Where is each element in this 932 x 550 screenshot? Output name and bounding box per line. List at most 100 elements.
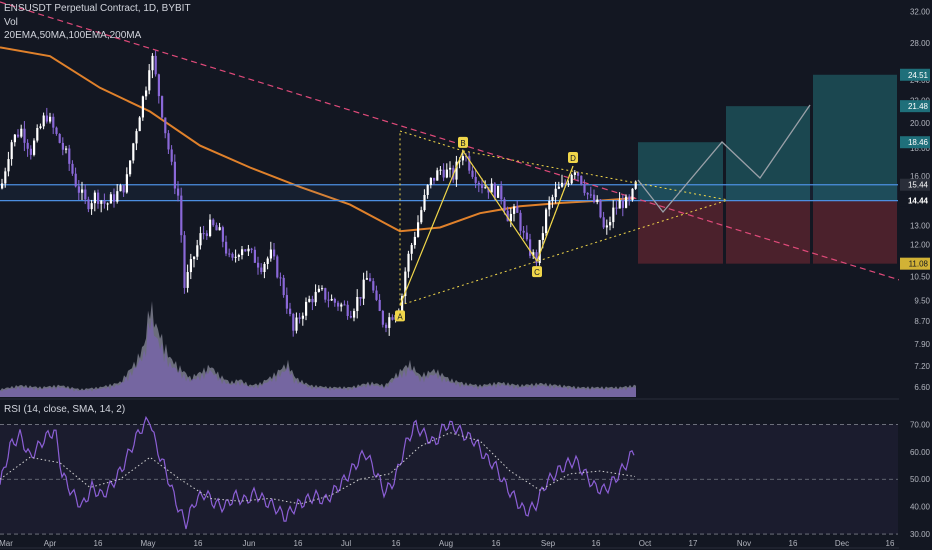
candle-body [289, 308, 292, 314]
pattern-label: A [397, 312, 403, 321]
candle-body [221, 227, 224, 242]
candle-body [167, 133, 170, 150]
candle-body [327, 299, 330, 301]
price-tick-label: 10.50 [910, 272, 931, 281]
rsi-legend[interactable]: RSI (14, close, SMA, 14, 2) [4, 404, 126, 415]
candle-body [77, 186, 80, 193]
candle-body [154, 55, 157, 75]
candle-body [282, 277, 285, 296]
candle-body [625, 196, 628, 208]
x-tick-label: 16 [94, 539, 103, 548]
candle-body [311, 298, 314, 303]
candle-body [71, 163, 74, 174]
candle-body [612, 207, 615, 223]
harmonic-pattern[interactable]: A B C D [395, 104, 811, 322]
candle-body [615, 207, 618, 209]
candle-body [97, 192, 100, 204]
x-tick-label: 16 [194, 539, 203, 548]
price-tick-label: 7.90 [914, 340, 930, 349]
candle-body [1, 183, 4, 189]
candle-body [257, 262, 260, 268]
candle-body [273, 249, 276, 257]
x-tick-label: 16 [392, 539, 401, 548]
stop-zone [638, 200, 723, 264]
candle-body [557, 186, 560, 189]
candle-body [333, 298, 336, 303]
candle-body [295, 317, 298, 331]
x-tick-label: 16 [592, 539, 601, 548]
candle-body [599, 199, 602, 218]
candle-body [189, 259, 192, 273]
candle-body [87, 199, 90, 210]
candle-body [241, 249, 244, 256]
x-tick-label: Dec [835, 539, 849, 548]
price-label-text: 18.46 [908, 138, 929, 147]
candle-body [132, 143, 135, 161]
candle-body [116, 191, 119, 202]
candle-body [52, 116, 55, 128]
resistance-trendline [0, 1, 932, 291]
pattern-label-box [568, 152, 578, 164]
candle-body [250, 248, 253, 250]
candle-body [474, 176, 477, 183]
rsi-tick-label: 60.00 [910, 448, 931, 457]
price-tick-label: 8.70 [914, 317, 930, 326]
candle-body [401, 296, 404, 312]
candle-body [410, 245, 413, 254]
projection-path [637, 104, 811, 214]
candle-body [292, 313, 295, 331]
pattern-label: D [570, 154, 576, 163]
candle-body [276, 256, 279, 278]
candle-body [55, 127, 58, 134]
trendlines[interactable] [0, 1, 932, 291]
candle-body [36, 128, 39, 141]
volume-legend[interactable]: Vol [4, 17, 18, 28]
horizontal-levels[interactable] [0, 184, 898, 202]
rsi-panel [0, 415, 898, 535]
candle-body [423, 194, 426, 211]
candle-body [324, 288, 327, 300]
candle-body [602, 217, 605, 228]
x-tick-label: 16 [886, 539, 895, 548]
candle-body [161, 96, 164, 118]
candle-body [164, 117, 167, 134]
candle-body [29, 148, 32, 155]
candle-body [567, 183, 570, 185]
candle-body [586, 192, 589, 195]
candle-body [321, 288, 324, 290]
candle-body [330, 298, 333, 301]
symbol-legend[interactable]: ENSUSDT Perpetual Contract, 1D, BYBIT [4, 3, 191, 14]
candle-body [455, 161, 458, 180]
price-tick-label: 16.00 [910, 172, 931, 181]
candle-body [49, 116, 52, 122]
candle-body [618, 200, 621, 209]
candle-body [10, 142, 13, 160]
pattern-label-box [532, 266, 542, 278]
candle-body [113, 194, 116, 202]
candle-body [532, 252, 535, 256]
volume-fill-alt [0, 317, 636, 397]
candle-body [442, 169, 445, 178]
candle-body [317, 288, 320, 292]
candle-body [68, 148, 71, 164]
price-label-box [900, 194, 930, 207]
price-tick-label: 12.00 [910, 241, 931, 250]
pattern-label: B [460, 139, 465, 148]
ma-legend[interactable]: 20EMA,50MA,100EMA,200MA [4, 30, 142, 41]
candle-body [381, 310, 384, 325]
candle-body [356, 297, 359, 312]
candle-body [177, 188, 180, 196]
candle-body [199, 233, 202, 246]
candle-body [205, 233, 208, 237]
price-label-box [900, 136, 930, 149]
price-label-text: 21.48 [908, 102, 929, 111]
x-tick-label: 16 [789, 539, 798, 548]
candle-body [186, 272, 189, 288]
candle-body [39, 126, 42, 129]
candle-body [468, 156, 471, 171]
candle-body [193, 256, 196, 260]
price-axis-bg [899, 0, 932, 550]
candle-body [106, 203, 109, 205]
